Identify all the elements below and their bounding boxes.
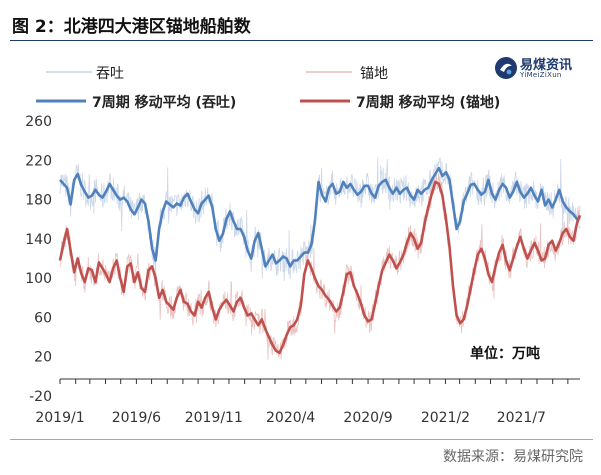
brand-logo: 易煤资讯 YiMeiZiXun [494,52,594,86]
x-tick-label: 2019/1 [35,410,84,426]
legend-label-throughput-daily: 吞吐 [96,66,124,82]
source-note: 数据来源：易煤研究院 [443,449,583,465]
series-line-throughput_ma [59,166,581,268]
x-tick-label: 2021/7 [497,410,546,426]
y-tick-label: 60 [34,310,52,326]
legend-label-throughput-ma: 7周期 移动平均 (吞吐) [92,94,236,111]
y-tick-label: 260 [25,114,52,130]
title-bar: 图 2：北港四大港区锚地船舶数 [10,6,593,41]
logo-name: 易煤资讯 [520,58,573,73]
y-tick-label: 220 [25,153,52,169]
unit-label: 单位：万吨 [470,345,540,362]
y-axis: -20 20 60 100 140 180 220 260 [25,114,52,405]
legend-label-anchorage-daily: 锚地 [360,66,388,82]
y-tick-label: 20 [34,350,52,366]
chart-legend: 吞吐 锚地 7周期 移动平均 (吞吐) 7周期 移动平均 (锚地) [36,66,500,111]
x-tick-label: 2019/11 [185,410,243,426]
series-line-anchorage_ma [58,180,582,355]
footer-divider [10,439,593,440]
logo-icon [495,57,517,79]
moving-average-layer [58,166,582,355]
y-tick-label: 140 [25,232,52,248]
x-tick-label: 2020/4 [266,410,315,426]
y-tick-label: -20 [29,389,52,405]
legend-label-anchorage-ma: 7周期 移动平均 (锚地) [356,94,500,111]
logo-subtitle: YiMeiZiXun [520,71,562,79]
x-axis: 2019/1 2019/6 2019/11 2020/4 2020/9 2021/2 202… [35,378,580,426]
y-tick-label: 100 [25,271,52,287]
x-tick-label: 2019/6 [112,410,161,426]
x-tick-label: 2020/9 [343,410,392,426]
y-tick-label: 180 [25,193,52,209]
figure-title: 图 2：北港四大港区锚地船舶数 [12,17,251,37]
x-tick-label: 2021/2 [421,410,470,426]
